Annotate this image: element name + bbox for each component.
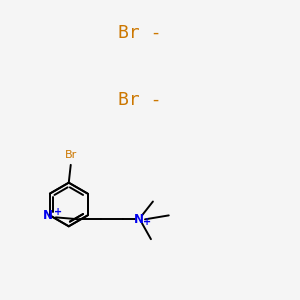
Text: +: + — [54, 207, 62, 218]
Text: Br -: Br - — [118, 92, 162, 110]
Text: N: N — [43, 209, 53, 222]
Text: +: + — [143, 217, 151, 227]
Text: N: N — [134, 213, 144, 226]
Text: Br -: Br - — [118, 24, 162, 42]
Text: Br: Br — [64, 150, 77, 160]
